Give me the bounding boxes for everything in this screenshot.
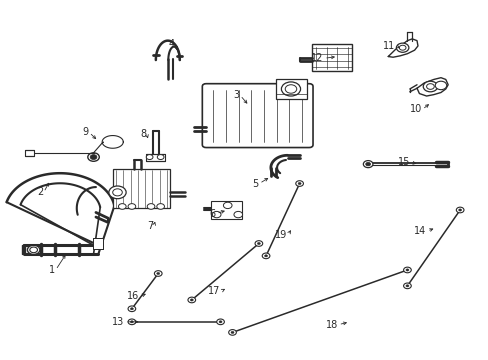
Text: 11: 11: [383, 41, 395, 51]
Circle shape: [255, 241, 262, 246]
Circle shape: [27, 245, 40, 255]
Circle shape: [405, 285, 408, 287]
Text: 13: 13: [112, 317, 124, 327]
Circle shape: [365, 162, 370, 166]
Circle shape: [403, 283, 410, 289]
Text: 12: 12: [310, 53, 323, 63]
Text: 7: 7: [147, 221, 153, 231]
Circle shape: [363, 161, 372, 168]
Circle shape: [223, 202, 232, 208]
Circle shape: [156, 273, 160, 275]
Circle shape: [212, 211, 221, 218]
Text: 10: 10: [409, 104, 421, 114]
Text: 15: 15: [397, 157, 409, 167]
Text: 19: 19: [275, 230, 287, 240]
Circle shape: [219, 321, 222, 323]
Bar: [146, 153, 165, 161]
Bar: [275, 80, 306, 99]
Circle shape: [216, 319, 224, 325]
FancyBboxPatch shape: [202, 84, 312, 148]
Text: 18: 18: [325, 320, 337, 330]
Circle shape: [262, 253, 269, 259]
Circle shape: [187, 297, 195, 303]
Circle shape: [157, 154, 163, 159]
Text: 14: 14: [413, 226, 426, 236]
Text: 8: 8: [140, 129, 146, 139]
Circle shape: [230, 331, 234, 333]
FancyBboxPatch shape: [210, 201, 242, 219]
Text: 3: 3: [233, 90, 239, 100]
Circle shape: [88, 153, 99, 161]
Circle shape: [154, 271, 162, 276]
Text: 6: 6: [209, 208, 215, 219]
Circle shape: [281, 82, 300, 96]
Bar: [311, 44, 351, 71]
Circle shape: [90, 154, 97, 159]
Circle shape: [233, 211, 242, 218]
Circle shape: [157, 204, 164, 209]
Text: 16: 16: [126, 292, 139, 301]
Text: 17: 17: [208, 286, 220, 296]
Circle shape: [423, 81, 437, 92]
Circle shape: [128, 204, 136, 209]
Circle shape: [130, 321, 133, 323]
Circle shape: [228, 330, 236, 335]
Bar: [25, 150, 34, 156]
Circle shape: [128, 306, 136, 312]
Circle shape: [405, 269, 408, 271]
Text: 5: 5: [252, 179, 258, 189]
Text: 4: 4: [168, 39, 175, 49]
Circle shape: [190, 299, 193, 301]
Circle shape: [458, 209, 461, 211]
Circle shape: [298, 183, 301, 185]
Bar: [92, 238, 103, 249]
Circle shape: [128, 319, 136, 325]
Circle shape: [434, 81, 446, 90]
Circle shape: [455, 207, 463, 213]
Bar: [112, 170, 170, 208]
Circle shape: [264, 255, 267, 257]
Text: 9: 9: [82, 127, 89, 138]
Circle shape: [403, 267, 410, 273]
Circle shape: [295, 181, 303, 186]
Circle shape: [130, 308, 133, 310]
Text: 1: 1: [49, 265, 55, 275]
Circle shape: [146, 154, 153, 159]
Text: 2: 2: [37, 187, 43, 197]
Circle shape: [257, 242, 260, 245]
Circle shape: [118, 204, 126, 209]
Circle shape: [147, 204, 155, 209]
Circle shape: [109, 186, 126, 199]
Circle shape: [396, 43, 408, 52]
